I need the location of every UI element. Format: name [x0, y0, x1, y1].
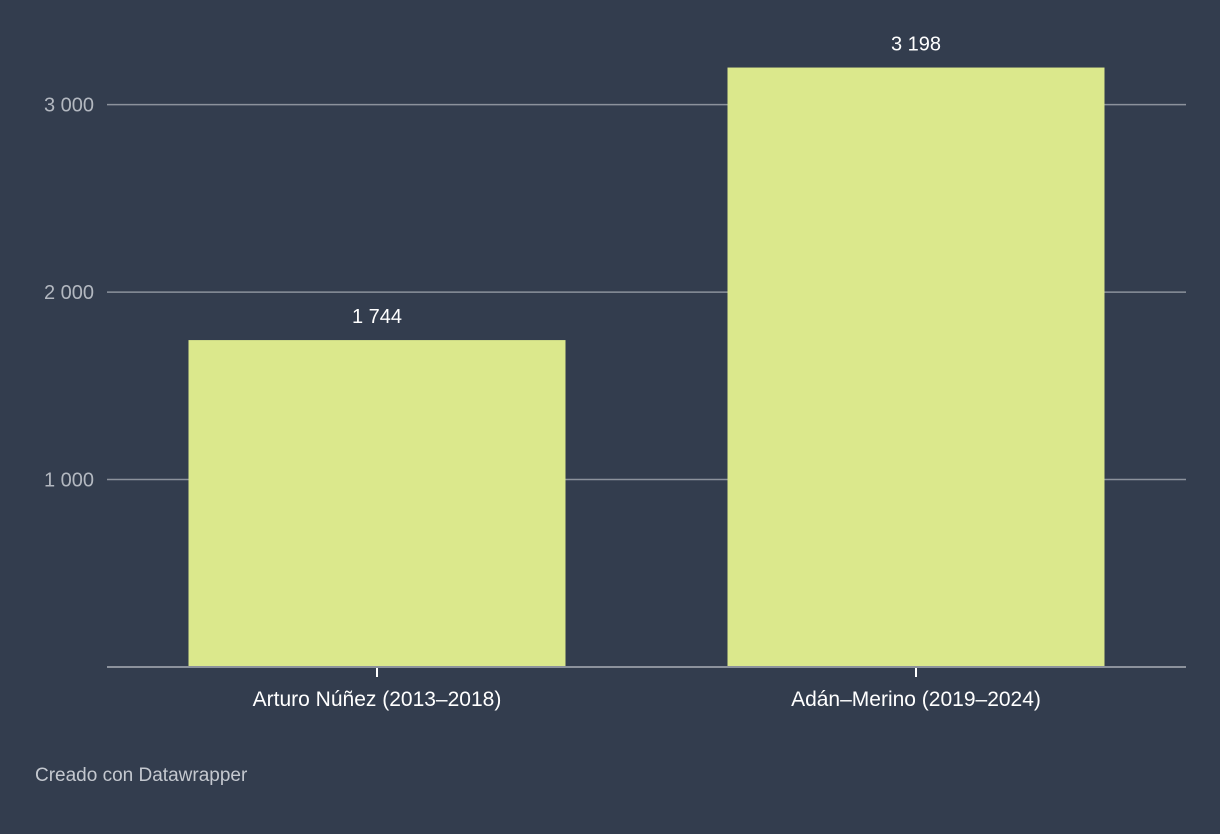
x-category-label: Adán–Merino (2019–2024) — [791, 688, 1041, 711]
y-tick-label: 3 000 — [44, 95, 94, 117]
bar — [727, 67, 1105, 667]
bar — [188, 340, 566, 667]
footer-credit: Creado con Datawrapper — [35, 765, 248, 786]
bar-value-label: 3 198 — [891, 34, 941, 56]
bar-value-label: 1 744 — [352, 306, 402, 328]
y-tick-label: 1 000 — [44, 470, 94, 492]
x-category-label: Arturo Núñez (2013–2018) — [253, 688, 502, 711]
y-tick-label: 2 000 — [44, 282, 94, 304]
